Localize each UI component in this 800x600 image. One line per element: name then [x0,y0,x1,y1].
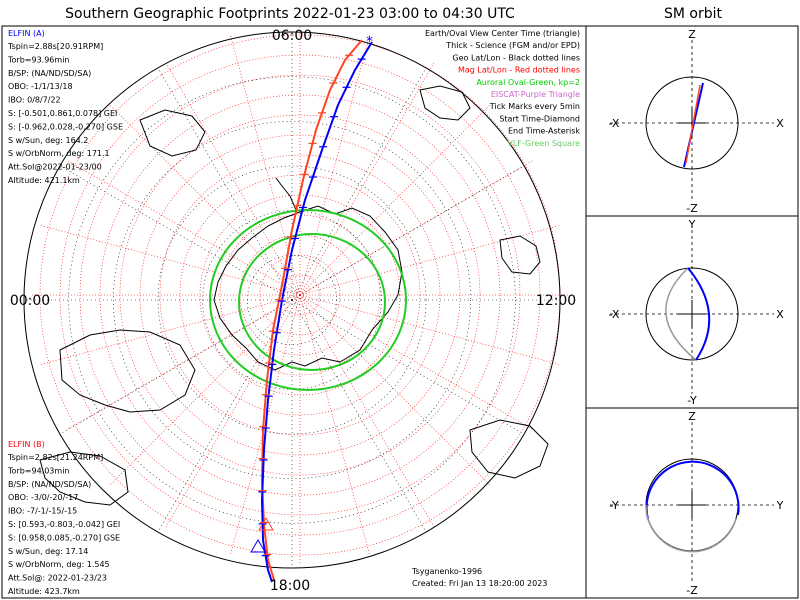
elfin-a-info-line: Torb=93.96min [7,55,69,64]
antarctica-coastline [39,85,549,506]
legend-item: Thick - Science (FGM and/or EPD) [445,41,580,50]
clock-label-bottom: 18:00 [270,578,310,594]
geo-latlon-grid [23,31,561,569]
elfin-a-info-line: IBO: 0/8/7/22 [8,96,61,105]
elfin-a-info-line: Tspin=2.88s[20.91RPM] [7,42,103,51]
elfin-b-track [260,39,363,581]
clock-label-right: 12:00 [536,293,576,309]
sm-axis-label-top: Z [688,28,696,41]
sm-panel-2: Y -Y -X X [585,215,799,409]
legend-item: Mag Lat/Lon - Red dotted lines [458,66,580,75]
legend-item: Geo Lat/Lon - Black dotted lines [452,53,580,62]
elfin-a-info: ELFIN (A) Tspin=2.88s[20.91RPM] Torb=93.9… [7,29,123,185]
sm-axis-label-bottom: -Z [686,202,698,215]
elfin-a-info-line: S: [-0.501,0.861,0.078] GEI [8,109,117,118]
figure-title: Southern Geographic Footprints 2022-01-2… [65,6,515,22]
auroral-ovals [209,209,407,391]
legend-item: VLF-Green Square [507,139,580,148]
clock-labels: 06:00 00:00 12:00 18:00 [10,28,576,594]
sm-axis-label-right: X [776,117,784,130]
elfin-b-name: ELFIN (B) [8,440,45,449]
sm-orbit-title: SM orbit [664,6,723,22]
sm-axis-label-left: -Y [609,499,619,512]
elfin-b-info-line: Tspin=2.82s[21.24RPM] [7,453,103,462]
sm-orbit-panels: Z -Z -X X Y -Y -X X Z -Z -Y Y [585,25,799,599]
clock-label-left: 00:00 [10,293,50,309]
legend-item: End Time-Asterisk [508,127,580,136]
elfin-b-info-line: B/SP: (NA/ND/SD/SA) [8,480,91,489]
elfin-b-info-line: S: [0.593,-0.803,-0.042] GEI [8,520,120,529]
polar-map: * 06:00 00:00 12:00 18:00 [10,25,576,594]
legend-item: Earth/Oval View Center Time (triangle) [425,29,580,38]
elfin-a-info-line: S: [-0.962,0.028,-0.270] GSE [8,122,123,131]
model-credit: Tsyganenko-1996 [411,567,482,576]
sm-axis-label-top: Z [688,410,696,423]
legend: Earth/Oval View Center Time (triangle) Th… [425,29,580,148]
sm-panel-3: Z -Z -Y Y [585,407,799,599]
elfin-b-info-line: Att.Sol@: 2022-01-23/23 [8,574,107,583]
clock-label-top: 06:00 [272,28,312,44]
elfin-b-info: ELFIN (B) Tspin=2.82s[21.24RPM] Torb=94.0… [7,440,120,596]
elfin-a-center-triangle [250,539,266,553]
elfin-b-info-line: IBO: -7/-1/-15/-15 [8,507,77,516]
legend-item: Auroral Oval-Green, kp=2 [476,78,580,87]
elfin-b-info-line: S w/OrbNorm, deg: 1.545 [8,560,110,569]
elfin-b-info-line: OBO: -3/0/-20/-17 [8,493,78,502]
sm-axis-label-right: X [776,308,784,321]
elfin-a-track [260,41,373,583]
legend-item: EISCAT-Purple Triangle [491,90,580,99]
legend-item: Start Time-Diamond [499,114,580,123]
elfin-a-end-asterisk: * [366,34,373,50]
sm-axis-label-bottom: -Z [686,584,698,597]
sm-axis-label-left: -X [609,308,620,321]
sm-panel-1: Z -Z -X X [585,25,799,217]
legend-item: Tick Marks every 5min [489,102,580,111]
elfin-b-info-line: Torb=94.03min [7,466,69,475]
elfin-a-info-line: Altitude: 421.1km [8,176,80,185]
elfin-a-info-line: S w/Sun, deg: 164.2 [8,136,88,145]
elfin-a-info-line: B/SP: (NA/ND/SD/SA) [8,69,91,78]
sm-axis-label-left: -X [609,117,620,130]
elfin-b-info-line: Altitude: 423.7km [8,587,80,596]
elfin-a-info-line: OBO: -1/1/13/18 [8,82,73,91]
sm-axis-label-right: Y [776,499,784,512]
elfin-a-info-line: Att.Sol@2022-01-23/00 [8,163,102,172]
sm-axis-label-top: Y [688,218,696,231]
footprint-tracks: * [250,34,373,583]
created-credit: Created: Fri Jan 13 18:20:00 2023 [412,579,547,588]
elfin-b-info-line: S: [0.958,0.085,-0.270] GSE [8,533,120,542]
elfin-b-info-line: S w/Sun, deg: 17.14 [8,547,88,556]
sm-axis-label-bottom: -Y [687,394,697,407]
elfin-a-name: ELFIN (A) [8,29,45,38]
elfin-a-info-line: S w/OrbNorm, deg: 171.1 [8,149,110,158]
